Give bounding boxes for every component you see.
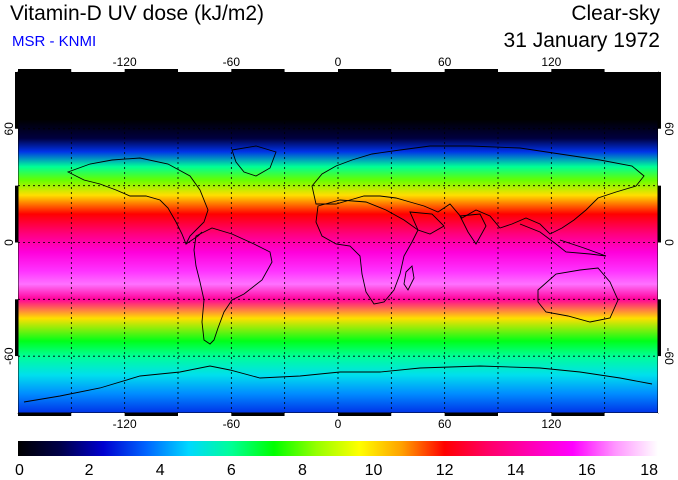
colorbar-tick-label: 12: [436, 462, 454, 479]
lon-labels-top: -120 -60 0 60 120: [113, 55, 562, 69]
colorbar-tick-label: 0: [15, 462, 24, 479]
frame-segments: [15, 69, 661, 416]
lon-tick-label-top: 120: [541, 55, 561, 69]
graticule: [18, 72, 658, 413]
frame-segment-bottom: [604, 413, 658, 416]
lat-labels-left: 60 0 -60: [2, 122, 16, 365]
coast-madagascar: [403, 265, 415, 291]
colorbar-labels: 0 2 4 6 8 10 12 14 16 18: [15, 462, 658, 479]
frame-segment-left: [15, 72, 18, 129]
coast-europe-asia: [311, 145, 645, 235]
frame-segment-bottom: [338, 413, 392, 416]
frame-segment-right: [658, 299, 661, 357]
lon-tick-label-bottom: -120: [113, 417, 137, 431]
colorbar-tick-label: 16: [578, 462, 596, 479]
coast-southeast-asia: [519, 223, 607, 257]
lat-tick-label-right: 60: [662, 122, 676, 136]
frame-segment-top: [604, 69, 658, 72]
frame-segment-left: [15, 356, 18, 413]
lon-tick-label-bottom: -60: [223, 417, 241, 431]
frame-segment-bottom: [498, 413, 552, 416]
lon-tick-label-top: -60: [223, 55, 241, 69]
coast-north-america: [66, 157, 209, 246]
map-title: Vitamin-D UV dose (kJ/m2): [10, 2, 265, 25]
frame-segment-bottom: [551, 413, 605, 416]
frame-segment-right: [658, 242, 661, 300]
frame-segment-top: [444, 69, 498, 72]
frame-segment-top: [18, 69, 72, 72]
colorbar-tick-label: 10: [365, 462, 383, 479]
frame-segment-right: [658, 356, 661, 413]
frame-segment-top: [551, 69, 605, 72]
lon-tick-label-top: -120: [113, 55, 137, 69]
frame-segment-top: [391, 69, 445, 72]
coastlines: [23, 145, 653, 403]
frame-segment-top: [231, 69, 285, 72]
producer-label: MSR - KNMI: [12, 33, 97, 50]
lon-tick-label-top: 60: [438, 55, 452, 69]
colorbar-tick-label: 14: [507, 462, 525, 479]
frame-segment-bottom: [444, 413, 498, 416]
frame-segment-bottom: [391, 413, 445, 416]
coast-antarctica: [23, 365, 653, 403]
sky-condition-label: Clear-sky: [571, 2, 660, 25]
frame-segment-left: [15, 185, 18, 243]
frame-segment-top: [71, 69, 125, 72]
frame-segment-top: [498, 69, 552, 72]
colorbar-tick-label: 18: [640, 462, 658, 479]
colorbar-tick-label: 4: [156, 462, 165, 479]
coast-africa: [315, 199, 419, 305]
frame-segment-bottom: [18, 413, 72, 416]
coast-south-america: [193, 227, 273, 345]
frame-segment-right: [658, 128, 661, 186]
frame-segment-right: [658, 72, 661, 129]
lon-tick-label-bottom: 0: [335, 417, 342, 431]
colorbar-tick-label: 8: [298, 462, 307, 479]
frame-segment-bottom: [284, 413, 338, 416]
colorbar: [18, 441, 658, 456]
frame-segment-left: [15, 242, 18, 300]
coast-india: [459, 213, 487, 245]
frame-segment-bottom: [71, 413, 125, 416]
lat-labels-right: 60 0 -60: [662, 122, 676, 365]
lon-tick-label-bottom: 120: [541, 417, 561, 431]
lat-tick-label-left: 60: [2, 122, 16, 136]
frame-segment-top: [124, 69, 178, 72]
lat-tick-label-right: -60: [662, 347, 676, 365]
frame-segment-top: [338, 69, 392, 72]
lon-tick-label-top: 0: [335, 55, 342, 69]
lon-tick-label-bottom: 60: [438, 417, 452, 431]
frame-segment-top: [178, 69, 232, 72]
frame-segment-right: [658, 185, 661, 243]
frame-segment-left: [15, 128, 18, 186]
frame-segment-left: [15, 299, 18, 357]
coast-greenland: [231, 145, 277, 177]
lat-tick-label-right: 0: [662, 239, 676, 246]
lat-tick-label-left: -60: [2, 347, 16, 365]
colorbar-tick-label: 6: [227, 462, 236, 479]
coast-australia: [537, 267, 619, 323]
frame-segment-bottom: [178, 413, 232, 416]
frame-segment-bottom: [124, 413, 178, 416]
lon-labels-bottom: -120 -60 0 60 120: [113, 417, 562, 431]
frame-segment-bottom: [231, 413, 285, 416]
colorbar-tick-label: 2: [85, 462, 94, 479]
lat-tick-label-left: 0: [2, 239, 16, 246]
coast-arabia: [409, 211, 445, 235]
frame-segment-top: [284, 69, 338, 72]
date-label: 31 January 1972: [503, 29, 660, 52]
